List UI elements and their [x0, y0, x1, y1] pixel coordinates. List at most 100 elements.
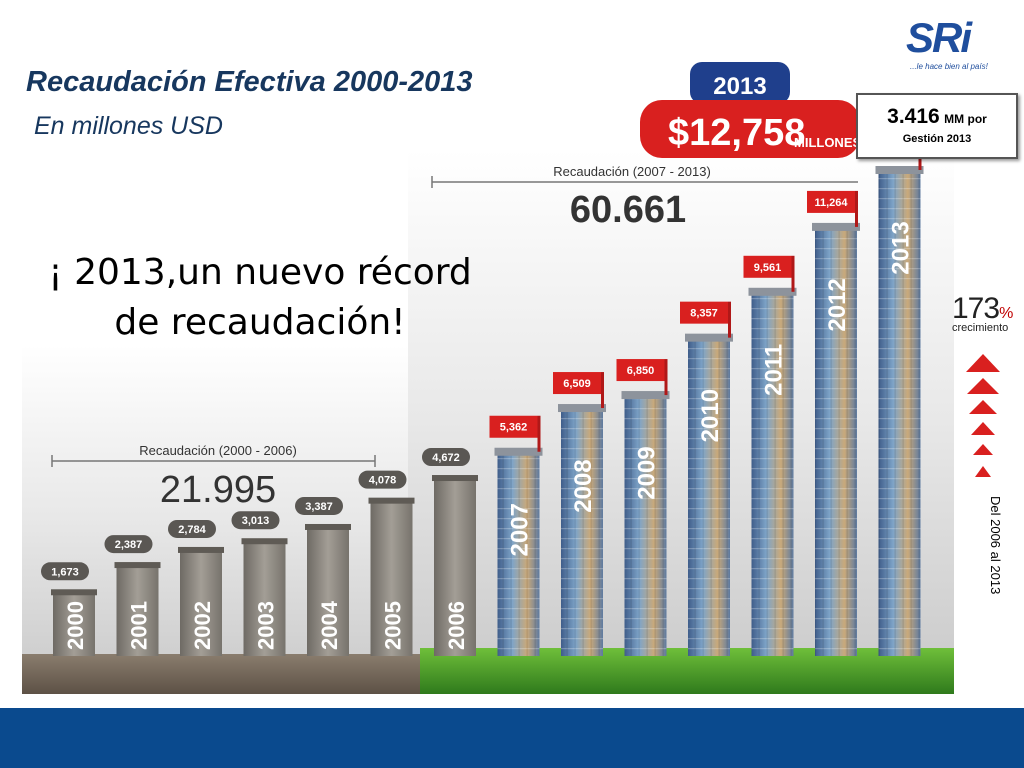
slide-subtitle: En millones USD — [34, 112, 223, 140]
highlight-amount: $12,758 — [668, 112, 805, 154]
bar-roof-2011 — [748, 287, 797, 296]
highlight-year-tab — [690, 62, 790, 104]
callout-unit: MM por — [944, 112, 987, 126]
growth-arrow-4 — [971, 422, 995, 435]
growth-arrow-2 — [967, 378, 999, 394]
growth-percent-sign: % — [999, 305, 1013, 322]
value-flag-pole-2010 — [728, 301, 731, 338]
value-flag-2002 — [168, 519, 216, 538]
slide-title: Recaudación Efectiva 2000-2013 — [26, 66, 473, 98]
range-value-2000-2006: 21.995 — [160, 469, 276, 511]
bars-group: 2000 1,673 2001 2,387 2002 2,784 2003 3,013 2004… — [41, 134, 924, 656]
value-label-2009: 6,850 — [627, 365, 655, 377]
value-label-2007: 5,362 — [500, 422, 528, 434]
headline-line-1: ¡ 2013,un nuevo récord — [48, 252, 472, 293]
value-flag-pole-2011 — [791, 255, 795, 292]
year-label-2006: 2006 — [444, 601, 469, 650]
value-flag-pole-2008 — [601, 372, 604, 409]
range-label-2000-2006: Recaudación (2000 - 2006) — [139, 443, 297, 458]
value-flag-2008 — [553, 372, 601, 395]
value-flag-2005 — [358, 470, 407, 489]
bar-roof-2003 — [241, 538, 288, 545]
value-label-2001: 2,387 — [115, 539, 143, 551]
growth-arrow-5 — [973, 444, 993, 455]
bar-roof-2009 — [621, 391, 670, 400]
value-flag-2012 — [807, 190, 855, 213]
growth-label: crecimiento — [952, 322, 1009, 334]
year-label-2011: 2011 — [761, 344, 788, 396]
growth-period: Del 2006 al 2013 — [988, 496, 1003, 595]
value-flag-2004 — [295, 496, 343, 515]
value-label-2003: 3,013 — [242, 515, 270, 527]
value-flag-pole-2012 — [855, 190, 858, 227]
headline: ¡ 2013,un nuevo récord de recaudación! — [30, 248, 490, 348]
bar-windows-2007 — [497, 451, 540, 656]
bar-2001 — [116, 565, 159, 656]
highlight-unit: MILLONES — [794, 135, 861, 150]
growth-percent: 173 — [952, 292, 1000, 325]
callout-value: 3.416 — [887, 105, 940, 128]
bar-windows-2008 — [561, 408, 603, 656]
value-flag-2007 — [489, 415, 538, 438]
value-label-2002: 2,784 — [178, 524, 206, 536]
bar-windows-2013 — [878, 170, 921, 656]
range-value-2007-2013: 60.661 — [570, 189, 686, 231]
value-label-2000: 1,673 — [51, 566, 79, 578]
year-label-2000: 2000 — [63, 601, 88, 650]
callout-label: Gestión 2013 — [902, 133, 972, 145]
range-annotation-2007-2013: Recaudación (2007 - 2013) 60.661 — [431, 164, 858, 231]
bar-windows-2012 — [815, 226, 857, 656]
value-flag-2003 — [231, 511, 280, 530]
bar-roof-2001 — [114, 562, 161, 569]
value-flag-2011 — [743, 255, 792, 278]
highlight-year: 2013 — [713, 73, 766, 100]
footer-bar — [0, 708, 1024, 768]
growth-arrow-3 — [969, 400, 997, 414]
logo-text: SRi — [906, 14, 972, 61]
value-flag-2000 — [41, 562, 89, 581]
highlight-amount-pill — [640, 100, 860, 158]
growth-arrows — [966, 354, 1000, 477]
highlight-2013-banner: 2013 $12,758 MILLONES — [640, 62, 861, 158]
value-label-2005: 4,078 — [369, 475, 397, 487]
bar-roof-2008 — [558, 404, 606, 413]
bar-roof-2005 — [368, 497, 415, 504]
bar-roof-2004 — [305, 523, 351, 530]
bar-2005 — [370, 500, 413, 656]
value-flag-2010 — [680, 301, 728, 324]
value-label-2010: 8,357 — [690, 308, 718, 320]
year-label-2010: 2010 — [697, 389, 724, 442]
year-label-2002: 2002 — [190, 601, 215, 650]
bar-2006 — [434, 478, 476, 656]
growth-arrow-1 — [966, 354, 1000, 372]
headline-line-2: de recaudación! — [114, 302, 406, 343]
year-label-2013: 2013 — [888, 221, 915, 274]
bar-2000 — [53, 592, 95, 656]
value-label-2012: 11,264 — [814, 197, 848, 209]
bar-roof-2012 — [812, 222, 860, 231]
value-flag-pole-2007 — [537, 415, 541, 452]
year-label-2004: 2004 — [317, 600, 342, 650]
range-label-2007-2013: Recaudación (2007 - 2013) — [553, 164, 711, 179]
growth-indicator: 173% crecimiento — [952, 292, 1022, 334]
bar-2004 — [307, 526, 349, 656]
year-label-2003: 2003 — [254, 601, 279, 650]
growth-arrow-6 — [975, 466, 991, 477]
value-flag-2009 — [616, 359, 665, 382]
year-label-2005: 2005 — [381, 601, 406, 650]
value-label-2008: 6,509 — [563, 378, 591, 390]
year-label-2007: 2007 — [507, 503, 534, 556]
logo-slogan: ...le hace bien al país! — [910, 62, 988, 71]
bar-windows-2010 — [688, 337, 730, 656]
bar-roof-2010 — [685, 333, 733, 342]
value-flag-2001 — [104, 535, 153, 554]
range-annotation-2000-2006: Recaudación (2000 - 2006) 21.995 — [51, 443, 376, 511]
management-callout: 3.416 MM por Gestión 2013 — [856, 93, 1018, 159]
bar-roof-2000 — [51, 589, 97, 596]
bar-roof-2002 — [178, 546, 224, 553]
value-label-2011: 9,561 — [754, 262, 782, 274]
year-label-2009: 2009 — [634, 446, 661, 499]
bar-2002 — [180, 549, 222, 656]
bar-roof-2013 — [875, 166, 924, 174]
